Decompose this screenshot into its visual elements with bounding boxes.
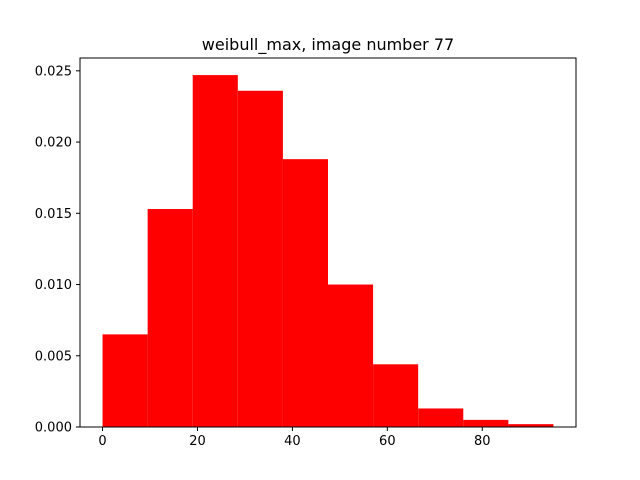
- y-tick-label: 0.015: [35, 207, 72, 222]
- x-tick-label: 0: [98, 434, 106, 449]
- chart-title: weibull_max, image number 77: [202, 35, 454, 55]
- x-tick-label: 20: [189, 434, 206, 449]
- y-axis-ticks: 0.000 0.005 0.010 0.015 0.020 0.025: [35, 64, 80, 436]
- histogram-bar-9: [463, 419, 509, 427]
- bars-group: [102, 75, 554, 428]
- y-tick-label: 0.005: [35, 349, 72, 364]
- histogram-bar-7: [373, 364, 419, 427]
- histogram-bar-2: [147, 209, 193, 427]
- x-tick-label: 60: [379, 434, 396, 449]
- x-tick-label: 40: [284, 434, 301, 449]
- histogram-bar-3: [192, 75, 238, 427]
- histogram-bar-6: [328, 284, 374, 427]
- y-tick-label: 0.010: [35, 278, 72, 293]
- histogram-bar-5: [282, 159, 328, 428]
- histogram-bar-1: [102, 334, 148, 427]
- histogram-bar-4: [237, 90, 283, 427]
- y-tick-label: 0.000: [35, 421, 72, 436]
- y-tick-label: 0.020: [35, 136, 72, 151]
- plot-frame: [79, 57, 577, 428]
- histogram-bar-10: [508, 424, 554, 427]
- histogram-bar-8: [418, 408, 464, 427]
- x-axis-ticks: 0 20 40 60 80: [98, 427, 491, 449]
- y-tick-label: 0.025: [35, 64, 72, 79]
- x-tick-label: 80: [474, 434, 491, 449]
